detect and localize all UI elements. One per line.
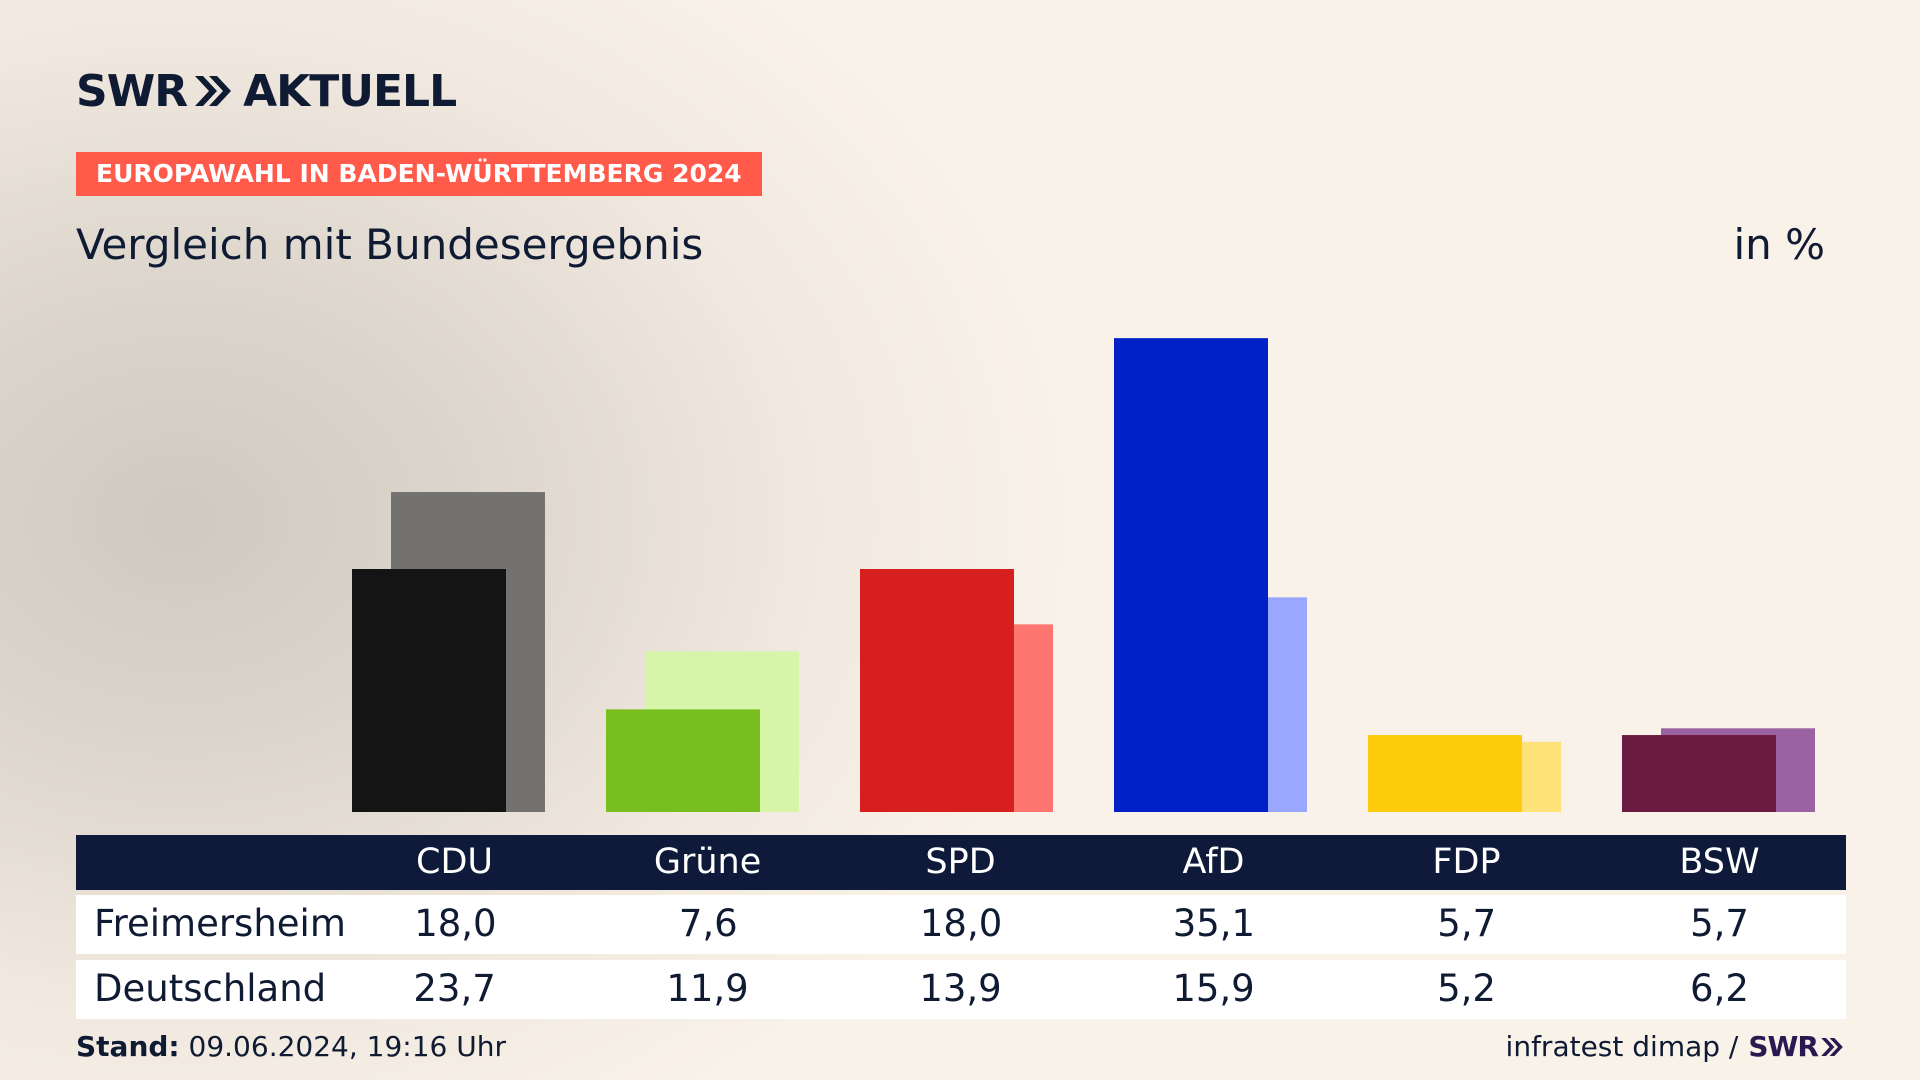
bar-freimersheim-spd <box>860 569 1014 812</box>
source-brand: SWR <box>1748 1030 1819 1063</box>
table-cell: 6,2 <box>1690 967 1749 1010</box>
table-cell: 5,7 <box>1690 902 1749 945</box>
header-afd: AfD <box>1182 842 1245 882</box>
logo-aktuell-text: AKTUELL <box>243 65 457 117</box>
header-bsw: BSW <box>1679 842 1760 882</box>
table-cell: 18,0 <box>919 902 1003 945</box>
logo-swr-text: SWR <box>76 65 188 117</box>
table-cell: 15,9 <box>1172 967 1255 1010</box>
table-header-row: CDU Grüne SPD AfD FDP BSW <box>76 835 1846 890</box>
election-tag: EUROPAWAHL IN BADEN-WÜRTTEMBERG 2024 <box>76 152 762 196</box>
table-cell: 18,0 <box>414 902 497 945</box>
header-cdu: CDU <box>416 842 494 882</box>
bar-freimersheim-fdp <box>1368 735 1522 812</box>
table-cell: 13,9 <box>919 967 1002 1010</box>
source-chevron-icon <box>1821 1037 1843 1056</box>
header-spd: SPD <box>925 842 996 882</box>
results-table: CDU Grüne SPD AfD FDP BSW Freimersheim 1… <box>76 835 1846 1019</box>
row-label: Deutschland <box>94 967 327 1010</box>
bar-chart <box>352 338 1815 812</box>
logo-chevron-icon <box>195 76 232 106</box>
table-row: Freimersheim 18,0 7,6 18,0 35,1 5,7 5,7 <box>76 895 1846 954</box>
stand-label: Stand: <box>76 1030 180 1063</box>
table-cell: 11,9 <box>666 967 749 1010</box>
source-text: infratest dimap / <box>1505 1030 1739 1063</box>
bar-freimersheim-afd <box>1114 338 1268 812</box>
timestamp: Stand: 09.06.2024, 19:16 Uhr <box>76 1030 506 1063</box>
source-credit: infratest dimap / SWR <box>1506 1030 1844 1063</box>
stand-value: 09.06.2024, 19:16 Uhr <box>188 1030 506 1063</box>
table-cell: 5,7 <box>1437 902 1497 945</box>
bar-freimersheim-cdu <box>352 569 506 812</box>
table-cell: 35,1 <box>1172 902 1256 945</box>
bar-freimersheim-bsw <box>1622 735 1776 812</box>
table-cell: 7,6 <box>678 902 738 945</box>
table-header-spacer <box>76 835 328 890</box>
bar-freimersheim-gruene <box>606 709 760 812</box>
chart-subtitle: Vergleich mit Bundesergebnis <box>76 220 704 269</box>
swr-aktuell-logo: SWR AKTUELL <box>76 65 457 117</box>
table-cell: 23,7 <box>413 967 496 1010</box>
unit-label: in % <box>1733 220 1825 269</box>
row-label: Freimersheim <box>94 902 346 945</box>
table-row: Deutschland 23,7 11,9 13,9 15,9 5,2 6,2 <box>76 960 1846 1019</box>
header-gruene: Grüne <box>653 842 762 882</box>
header-fdp: FDP <box>1432 842 1501 882</box>
table-cell: 5,2 <box>1437 967 1496 1010</box>
